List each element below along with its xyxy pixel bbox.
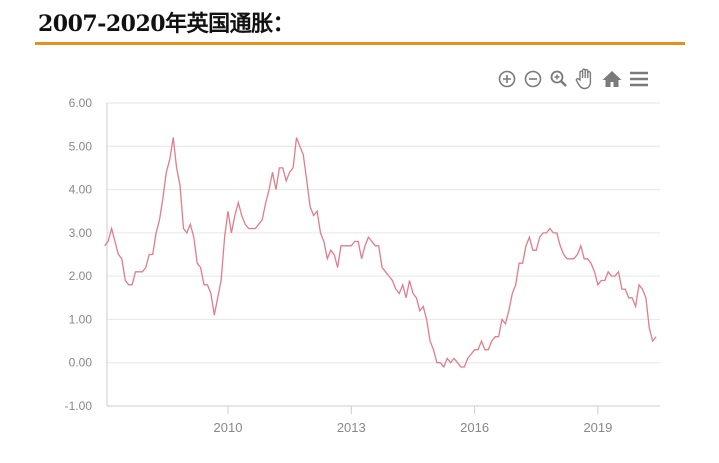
x-tick-label: 2016 <box>460 420 489 435</box>
page-title: 2007-2020年英国通胀： <box>38 11 295 37</box>
y-tick-label: 4.00 <box>69 183 93 197</box>
y-tick-label: 1.00 <box>69 312 93 326</box>
y-tick-label: 3.00 <box>69 226 93 240</box>
title-underline <box>35 42 685 45</box>
x-tick-label: 2019 <box>583 420 612 435</box>
zoom-in-icon[interactable] <box>497 69 517 89</box>
y-tick-label: 5.00 <box>69 139 93 153</box>
home-icon[interactable] <box>601 69 623 89</box>
y-tick-label: 2.00 <box>69 269 93 283</box>
series-line <box>104 137 657 369</box>
y-tick-label: 6.00 <box>69 96 93 110</box>
zoom-out-icon[interactable] <box>523 69 543 89</box>
menu-icon[interactable] <box>629 69 649 89</box>
x-tick-label: 2013 <box>337 420 366 435</box>
pan-hand-icon[interactable] <box>575 68 595 90</box>
magnify-icon[interactable] <box>549 69 569 89</box>
x-tick-label: 2010 <box>214 420 243 435</box>
y-tick-label: -1.00 <box>65 399 93 413</box>
y-tick-label: 0.00 <box>69 356 93 370</box>
chart-toolbar <box>497 68 649 90</box>
